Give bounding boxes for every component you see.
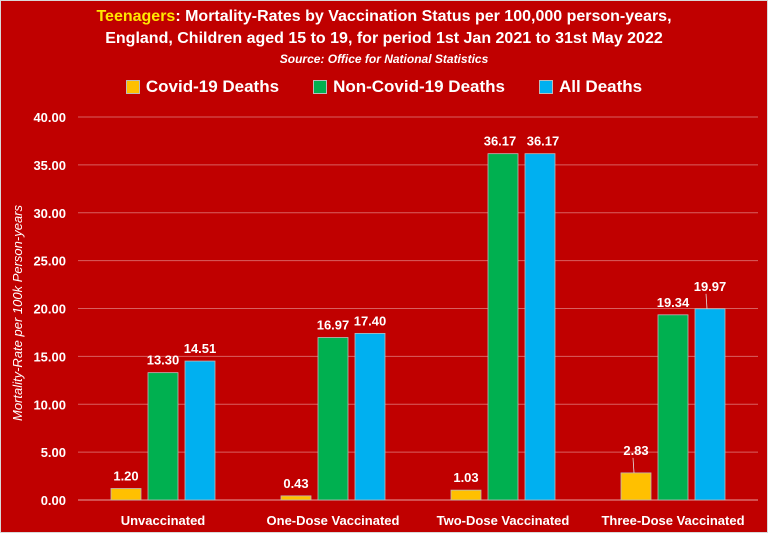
y-tick-label: 25.00: [33, 254, 66, 269]
y-tick-label: 35.00: [33, 158, 66, 173]
bar-all: [694, 308, 726, 501]
y-tick-label: 30.00: [33, 206, 66, 221]
data-label-covid: 1.03: [453, 470, 478, 485]
bar-non-covid: [657, 314, 689, 501]
bar-all: [184, 360, 216, 501]
legend-swatch-non-covid: [313, 80, 328, 94]
bars: [110, 153, 726, 501]
data-label-all: 14.51: [184, 341, 217, 356]
bar-all: [524, 153, 556, 501]
data-label-non-covid: 16.97: [317, 318, 350, 333]
bar-covid: [280, 495, 312, 501]
leader-line: [632, 457, 635, 473]
data-labels: 1.20 13.30 14.51 0.43 16.97 17.40 1.03 36.17 36.…: [113, 134, 726, 491]
title-highlight: Teenagers: [96, 8, 176, 25]
data-label-covid: 1.20: [113, 469, 138, 484]
data-label-all: 19.97: [694, 279, 727, 294]
legend-item-covid: Covid-19 Deaths: [125, 77, 280, 97]
title-rest: : Mortality-Rates by Vaccination Status …: [175, 8, 672, 25]
legend-item-all: All Deaths: [538, 77, 643, 97]
bar-covid: [450, 489, 482, 501]
data-label-covid: 0.43: [283, 476, 308, 491]
leader-line: [705, 293, 708, 309]
bar-all: [354, 332, 386, 501]
y-tick-label: 0.00: [41, 493, 66, 508]
y-tick-label: 15.00: [33, 349, 66, 364]
x-category-label: Two-Dose Vaccinated: [437, 513, 570, 528]
chart-title-line2: England, Children aged 15 to 19, for per…: [105, 30, 663, 47]
legend: Covid-19 Deaths Non-Covid-19 Deaths All …: [0, 77, 768, 97]
y-tick-label: 20.00: [33, 302, 66, 317]
chart-subtitle: Source: Office for National Statistics: [279, 52, 489, 66]
x-category-label: One-Dose Vaccinated: [267, 513, 400, 528]
x-axis-categories: Unvaccinated One-Dose Vaccinated Two-Dose …: [121, 513, 745, 528]
bar-non-covid: [487, 153, 519, 501]
x-category-label: Unvaccinated: [121, 513, 206, 528]
data-label-non-covid: 36.17: [484, 134, 517, 149]
legend-label-non-covid: Non-Covid-19 Deaths: [333, 77, 505, 96]
chart-title-line1: Teenagers: Mortality-Rates by Vaccinatio…: [0, 8, 768, 26]
bar-covid: [620, 472, 652, 501]
y-tick-label: 5.00: [41, 445, 66, 460]
data-label-all: 17.40: [354, 313, 387, 328]
legend-swatch-all: [538, 80, 553, 94]
y-tick-label: 10.00: [33, 397, 66, 412]
legend-item-non-covid: Non-Covid-19 Deaths: [313, 77, 505, 97]
y-axis-ticks: 0.00 5.00 10.00 15.00 20.00 25.00 30.00 35.00 40…: [33, 110, 66, 508]
data-label-all: 36.17: [527, 134, 560, 149]
bar-covid: [110, 488, 142, 501]
data-label-non-covid: 13.30: [147, 353, 180, 368]
legend-label-all: All Deaths: [558, 77, 643, 96]
legend-label-covid: Covid-19 Deaths: [145, 77, 280, 96]
legend-swatch-covid: [125, 80, 140, 94]
bar-non-covid: [317, 337, 349, 501]
bar-non-covid: [147, 372, 179, 501]
data-label-covid: 2.83: [623, 443, 648, 458]
y-tick-label: 40.00: [33, 110, 66, 125]
y-axis-label: Mortality-Rate per 100k Person-years: [10, 204, 25, 421]
data-label-non-covid: 19.34: [657, 295, 690, 310]
x-category-label: Three-Dose Vaccinated: [601, 513, 744, 528]
